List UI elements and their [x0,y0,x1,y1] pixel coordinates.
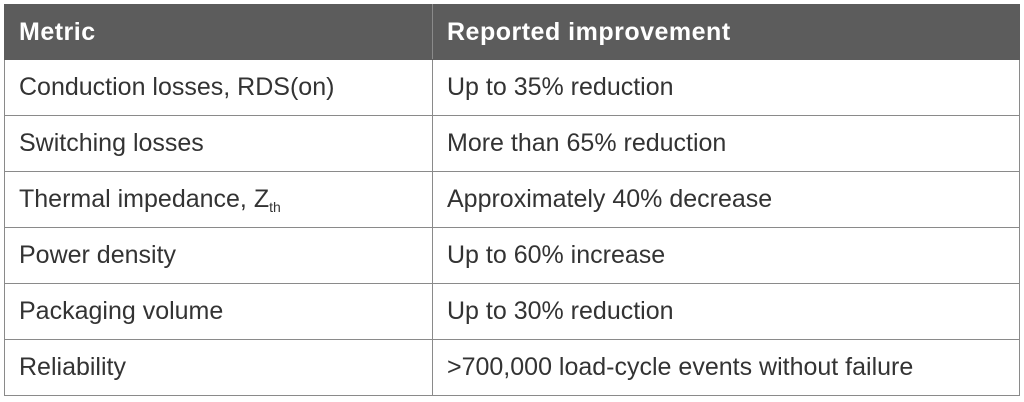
table-cell: Thermal impedance, Zth [4,171,433,228]
table-cell: Switching losses [4,115,433,172]
cell-subscript: th [269,198,281,215]
table-cell: Power density [4,227,433,284]
table-row: Reliability >700,000 load-cycle events wi… [4,339,1020,396]
table-cell: Up to 35% reduction [432,59,1020,116]
table-row: Thermal impedance, Zth Approximately 40% … [4,171,1020,228]
header-row: Metric Reported improvement [4,4,1020,60]
table-cell: Approximately 40% decrease [432,171,1020,228]
table-row: Switching losses More than 65% reduction [4,115,1020,172]
table-cell: More than 65% reduction [432,115,1020,172]
table-cell: Packaging volume [4,283,433,340]
table-row: Conduction losses, RDS(on) Up to 35% redu… [4,59,1020,116]
table-cell: Conduction losses, RDS(on) [4,59,433,116]
table-header: Metric Reported improvement [4,4,1020,60]
header-cell: Metric [4,4,433,60]
table-cell: Reliability [4,339,433,396]
table-cell: Up to 60% increase [432,227,1020,284]
table-row: Power density Up to 60% increase [4,227,1020,284]
header-cell: Reported improvement [432,4,1020,60]
table-cell: >700,000 load-cycle events without failu… [432,339,1020,396]
cell-text: Thermal impedance, Z [19,184,270,213]
table-row: Packaging volume Up to 30% reduction [4,283,1020,340]
table-cell: Up to 30% reduction [432,283,1020,340]
table-body: Conduction losses, RDS(on) Up to 35% redu… [4,59,1020,396]
comparison-table: Metric Reported improvement Conduction l… [4,4,1020,396]
